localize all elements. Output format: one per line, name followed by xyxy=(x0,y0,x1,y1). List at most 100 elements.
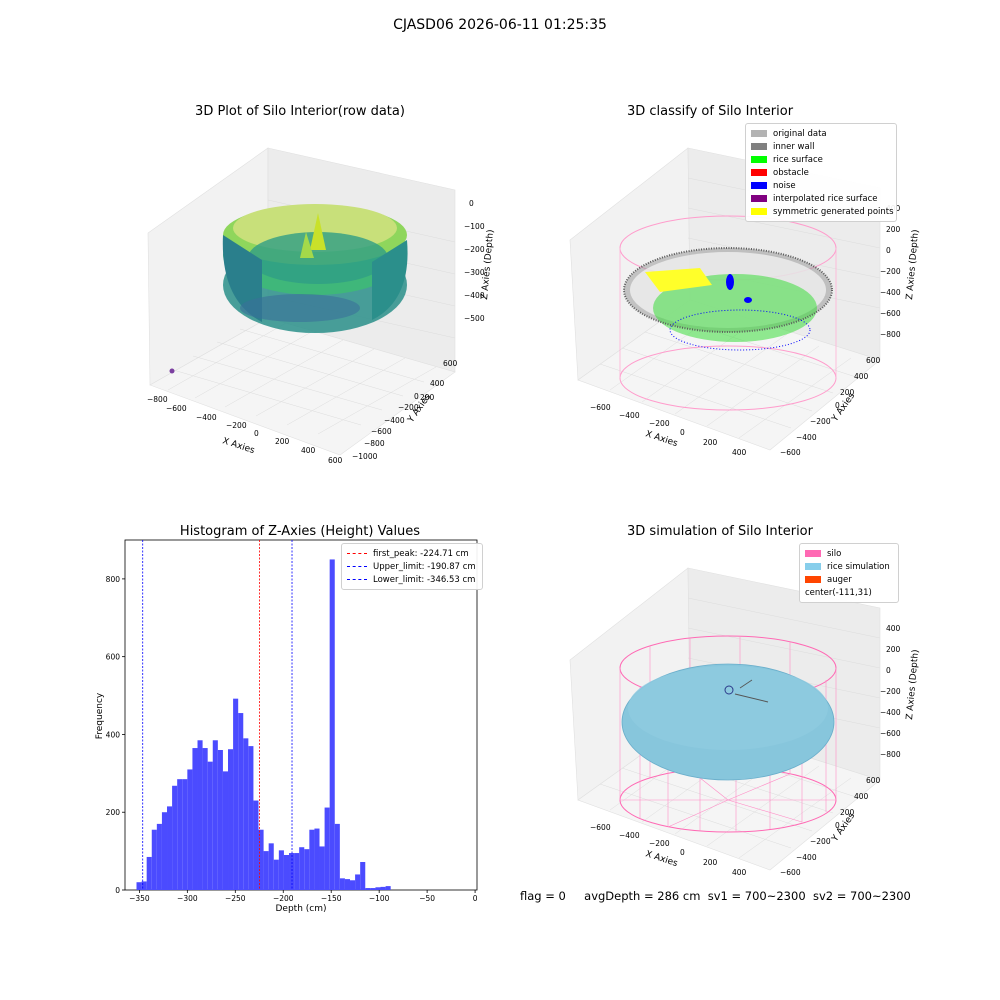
classify-y-tick: 0 xyxy=(835,401,840,410)
histogram-x-tick-label: −300 xyxy=(177,894,198,903)
simulation-x-tick: −200 xyxy=(649,839,670,848)
legend-label: silo xyxy=(827,548,842,559)
simulation-y-tick: 200 xyxy=(840,808,855,817)
raw-y-label: Y Axies xyxy=(406,392,434,425)
classify-y-tick: −400 xyxy=(796,433,817,442)
histogram-bar xyxy=(268,843,274,890)
histogram-axes-frame xyxy=(124,539,478,891)
classify-z-tick: −600 xyxy=(880,309,901,318)
classify-z-tick: −200 xyxy=(880,267,901,276)
classify-z-tick: −800 xyxy=(880,330,901,339)
legend-label: interpolated rice surface xyxy=(773,193,878,204)
raw-z-tick: −400 xyxy=(464,291,485,300)
histogram-y-label: Frequency xyxy=(95,692,105,739)
classify-x-tick: 0 xyxy=(680,428,685,437)
histogram-bar xyxy=(273,859,279,890)
raw-y-tick: −200 xyxy=(398,403,419,412)
raw-y-tick: −1000 xyxy=(352,452,378,461)
histogram-bar xyxy=(202,748,208,890)
classify-x-tick: 400 xyxy=(732,448,747,457)
simulation-silo-mesh xyxy=(619,635,837,833)
histogram-bar xyxy=(217,750,223,890)
simulation-z-tick: −200 xyxy=(880,687,901,696)
simulation-z-tick: 200 xyxy=(886,645,901,654)
footer-avg-depth: avgDepth = 286 cm xyxy=(584,889,701,903)
histogram-bar xyxy=(289,853,295,890)
histogram-bar xyxy=(253,800,259,890)
simulation-x-tick: 0 xyxy=(680,848,685,857)
histogram-bar xyxy=(350,880,356,890)
histogram-x-tick-label: −200 xyxy=(273,894,294,903)
legend-swatch xyxy=(751,195,767,202)
raw-y-tick: −400 xyxy=(384,416,405,425)
histogram-bar xyxy=(146,856,152,890)
simulation-x-tick: 400 xyxy=(732,868,747,877)
histogram-bar xyxy=(222,771,229,890)
histogram-bars xyxy=(136,559,391,890)
histogram-bar xyxy=(161,812,168,890)
raw-x-label: X Axies xyxy=(221,436,256,456)
raw-x-tick: 200 xyxy=(275,437,290,446)
legend-label: noise xyxy=(773,180,796,191)
histogram-y-tick-label: 600 xyxy=(106,653,121,662)
raw-z-tick: −100 xyxy=(464,222,485,231)
simulation-axis-ticks: −600 −400 −200 0 200 400 X Axies 600 400… xyxy=(590,624,921,877)
raw-y-tick: 600 xyxy=(443,359,458,368)
simulation-z-tick: −800 xyxy=(880,750,901,759)
histogram-x-tick-label: −100 xyxy=(369,894,390,903)
raw-x-tick: −600 xyxy=(166,404,187,413)
classify-z-tick: 200 xyxy=(886,225,901,234)
histogram-bar xyxy=(258,829,264,890)
simulation-z-tick: −600 xyxy=(880,729,901,738)
classify-z-tick: −400 xyxy=(880,288,901,297)
legend-item-auger: auger xyxy=(805,573,893,586)
histogram-bar xyxy=(172,785,178,890)
raw-z-tick: −200 xyxy=(464,245,485,254)
histogram-bar xyxy=(141,881,147,890)
histogram-bar xyxy=(156,823,162,890)
histogram-bar xyxy=(329,559,335,890)
histogram-bar xyxy=(197,740,203,890)
raw-z-tick: −300 xyxy=(464,268,485,277)
legend-item-rice-simulation: rice simulation xyxy=(805,560,893,573)
raw-y-tick: 200 xyxy=(420,393,435,402)
classify-x-tick: −200 xyxy=(649,419,670,428)
histogram-bar xyxy=(207,761,213,890)
legend-swatch xyxy=(805,550,821,557)
raw-x-tick: −200 xyxy=(226,421,247,430)
raw-y-tick: −800 xyxy=(364,439,385,448)
histogram-bar xyxy=(151,829,157,890)
legend-item-first-peak: first_peak: -224.71 cm xyxy=(347,547,477,560)
legend-item-noise: noise xyxy=(751,179,891,192)
histogram-bar xyxy=(299,847,305,890)
footer-flag: flag = 0 xyxy=(520,889,566,903)
histogram-bar xyxy=(385,886,391,890)
classify-z-tick: 0 xyxy=(886,246,891,255)
legend-swatch xyxy=(751,182,767,189)
simulation-rice-surface xyxy=(621,663,835,781)
legend-label: symmetric generated points xyxy=(773,206,894,217)
figure-title: CJASD06 2026-06-11 01:25:35 xyxy=(393,17,607,33)
histogram-bar xyxy=(304,849,310,890)
raw-x-tick: −400 xyxy=(196,413,217,422)
histogram-bar xyxy=(167,806,173,890)
footer-status: flag = 0 avgDepth = 286 cm sv1 = 700~230… xyxy=(520,889,911,903)
classify-x-tick: −400 xyxy=(619,411,640,420)
legend-label: rice surface xyxy=(773,154,823,165)
raw-y-tick: 400 xyxy=(430,379,445,388)
legend-label: Lower_limit: -346.53 cm xyxy=(373,574,476,585)
classify-x-tick: 200 xyxy=(703,438,718,447)
raw-point-cloud xyxy=(169,204,408,374)
classify-y-tick: 200 xyxy=(840,388,855,397)
legend-label: rice simulation xyxy=(827,561,890,572)
simulation-3d-box xyxy=(569,567,881,871)
footer-sv1: sv1 = 700~2300 xyxy=(707,889,806,903)
histogram-y-tick-label: 800 xyxy=(106,575,121,584)
raw-3d-box xyxy=(147,147,456,456)
histogram-bar xyxy=(360,862,366,890)
histogram-bar xyxy=(238,713,244,890)
legend-swatch xyxy=(751,130,767,137)
legend-label: original data xyxy=(773,128,827,139)
raw-axis-ticks: −800 −600 −400 −200 0 200 400 600 X Axie… xyxy=(147,199,496,465)
legend-item-lower-limit: Lower_limit: -346.53 cm xyxy=(347,573,477,586)
